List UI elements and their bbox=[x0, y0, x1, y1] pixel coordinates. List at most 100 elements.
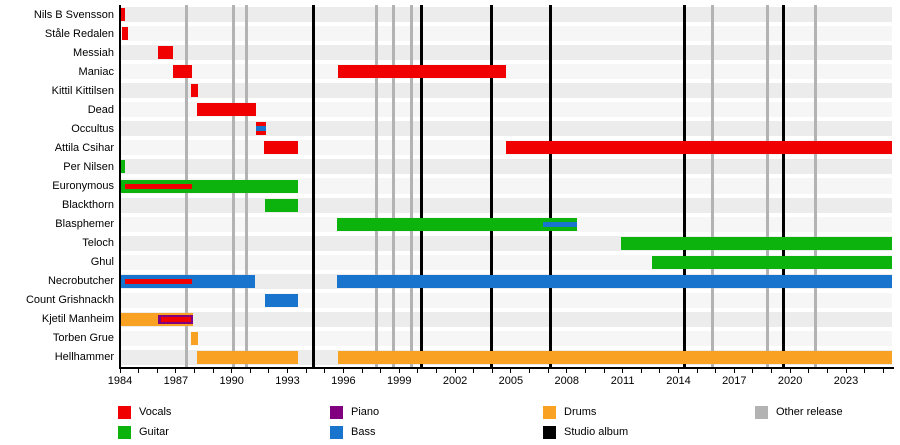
axis-tick bbox=[733, 369, 735, 373]
studio-album-line bbox=[682, 5, 686, 367]
timeline-bar-vocals bbox=[120, 8, 125, 22]
axis-tick-label: 2005 bbox=[498, 375, 524, 387]
axis-tick bbox=[510, 369, 512, 373]
member-name-label: Blackthorn bbox=[62, 199, 114, 212]
studio-album-line bbox=[489, 5, 493, 367]
timeline-bar-drums bbox=[338, 350, 892, 364]
row-band bbox=[120, 311, 892, 327]
timeline-bar-bass bbox=[265, 293, 299, 307]
studio-album-line bbox=[419, 5, 423, 367]
axis-tick bbox=[231, 369, 233, 373]
timeline-bar-guitar bbox=[621, 236, 892, 250]
other-release-line bbox=[409, 5, 413, 367]
studio-album-line bbox=[312, 5, 316, 367]
axis-tick bbox=[547, 369, 549, 373]
axis-tick bbox=[640, 369, 642, 373]
timeline-bar-guitar bbox=[120, 179, 299, 193]
member-name-label: Torben Grue bbox=[52, 332, 114, 345]
y-axis-line bbox=[118, 5, 121, 369]
timeline-bar-vocals bbox=[173, 65, 192, 79]
member-name-label: Dead bbox=[87, 103, 114, 116]
other-release-line bbox=[766, 5, 770, 367]
timeline-bar-drums bbox=[196, 350, 299, 364]
other-release-line bbox=[813, 5, 817, 367]
axis-tick bbox=[584, 369, 586, 373]
timeline-bar-vocals bbox=[122, 27, 129, 41]
axis-tick bbox=[696, 369, 698, 373]
axis-tick-label: 2011 bbox=[610, 375, 635, 387]
axis-tick bbox=[380, 369, 382, 373]
row-band bbox=[120, 45, 892, 61]
axis-tick bbox=[175, 369, 177, 373]
overlay-stripe-bass bbox=[255, 126, 266, 132]
timeline-bar-guitar bbox=[652, 255, 892, 269]
legend-label: Piano bbox=[351, 406, 380, 418]
axis-tick bbox=[771, 369, 773, 373]
member-name-label: Occultus bbox=[71, 122, 114, 135]
legend-swatch-piano bbox=[330, 406, 343, 419]
axis-tick-label: 1990 bbox=[219, 375, 244, 387]
axis-tick bbox=[435, 369, 437, 373]
row-band bbox=[120, 292, 892, 308]
x-axis-line bbox=[118, 367, 894, 369]
timeline-bar-drums bbox=[190, 331, 199, 345]
legend-swatch-guitar bbox=[118, 426, 131, 439]
studio-album-line bbox=[548, 5, 552, 367]
axis-tick-label: 2023 bbox=[833, 375, 859, 387]
axis-tick bbox=[882, 369, 884, 373]
timeline-bar-vocals bbox=[506, 141, 892, 155]
axis-tick bbox=[808, 369, 810, 373]
row-band bbox=[120, 330, 892, 346]
row-band bbox=[120, 83, 892, 99]
row-band bbox=[120, 159, 892, 175]
member-name-label: Blasphemer bbox=[55, 218, 114, 231]
axis-tick-label: 2002 bbox=[442, 375, 468, 387]
axis-tick bbox=[138, 369, 140, 373]
member-name-label: Count Grishnackh bbox=[25, 294, 114, 307]
axis-tick bbox=[287, 369, 289, 373]
legend-swatch-vocals bbox=[118, 406, 131, 419]
row-band bbox=[120, 197, 892, 213]
member-name-label: Ghul bbox=[90, 256, 114, 269]
axis-tick-label: 1984 bbox=[107, 375, 133, 387]
axis-tick bbox=[119, 369, 121, 373]
axis-tick bbox=[342, 369, 344, 373]
member-name-label: Euronymous bbox=[52, 180, 114, 192]
axis-tick bbox=[622, 369, 624, 373]
legend-label: Guitar bbox=[139, 426, 169, 438]
member-name-label: Kjetil Manheim bbox=[41, 313, 114, 326]
member-name-label: Teloch bbox=[82, 237, 114, 250]
member-name-label: Per Nilsen bbox=[63, 160, 114, 173]
row-band bbox=[120, 121, 892, 137]
studio-album-line bbox=[782, 5, 786, 367]
overlay-stripe-vocals bbox=[160, 316, 191, 322]
axis-tick bbox=[845, 369, 847, 373]
axis-tick bbox=[715, 369, 717, 373]
member-name-label: Necrobutcher bbox=[47, 275, 114, 288]
legend-swatch-drums bbox=[543, 406, 556, 419]
axis-tick bbox=[752, 369, 754, 373]
axis-tick bbox=[249, 369, 251, 373]
axis-tick bbox=[789, 369, 791, 373]
timeline-bar-bass bbox=[337, 274, 892, 288]
legend-label: Drums bbox=[564, 406, 597, 418]
axis-tick bbox=[864, 369, 866, 373]
overlay-stripe-vocals bbox=[125, 278, 193, 284]
member-name-label: Attila Csihar bbox=[54, 141, 114, 154]
axis-tick bbox=[491, 369, 493, 373]
axis-tick bbox=[361, 369, 363, 373]
member-name-label: Hellhammer bbox=[54, 351, 114, 364]
legend-label: Other release bbox=[776, 406, 843, 418]
legend-swatch-studio-album bbox=[543, 426, 556, 439]
timeline-bar-guitar bbox=[120, 160, 126, 174]
other-release-line bbox=[392, 5, 396, 367]
axis-tick bbox=[677, 369, 679, 373]
timeline-bar-vocals bbox=[263, 141, 299, 155]
other-release-line bbox=[375, 5, 379, 367]
legend-label: Bass bbox=[351, 426, 376, 438]
overlay-stripe-bass bbox=[542, 221, 577, 227]
timeline-bar-vocals bbox=[158, 46, 174, 60]
axis-tick bbox=[193, 369, 195, 373]
axis-tick bbox=[603, 369, 605, 373]
axis-tick-label: 1999 bbox=[386, 375, 412, 387]
